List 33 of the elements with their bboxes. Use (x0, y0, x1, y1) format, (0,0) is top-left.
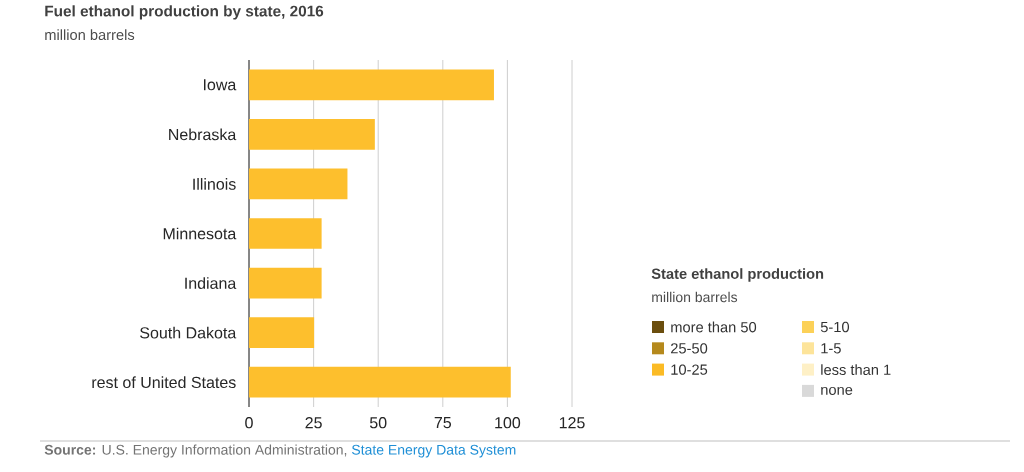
y-tick-label: Indiana (185, 277, 237, 289)
y-tick-label: South Dakota (140, 326, 237, 339)
y-tick-label: Minnesota (163, 227, 237, 240)
x-tick-label: 125 (559, 417, 585, 429)
y-tick-label: Illinois (193, 178, 236, 190)
x-tick-label: 100 (495, 417, 521, 429)
bar (249, 366, 511, 398)
x-tick-label: 50 (369, 417, 387, 429)
category-label: 10-25 (671, 364, 708, 375)
bar (249, 119, 375, 150)
bar (249, 317, 315, 349)
y-tick-label: Nebraska (169, 128, 237, 141)
category-label: less than 1 (821, 364, 891, 375)
text: million barrels (652, 291, 738, 303)
bar (249, 218, 322, 249)
text: State Energy Data System (351, 444, 516, 458)
bar (249, 267, 322, 299)
text: Source: U.S. Energy Information Administration, (44, 444, 347, 458)
y-tick-label: rest of United States (92, 376, 236, 389)
category-label: more than 50 (671, 321, 757, 333)
text: State ethanol production (651, 268, 824, 282)
bar (249, 69, 494, 101)
x-tick-label: 25 (305, 417, 322, 429)
category-label: 1-5 (821, 343, 841, 354)
x-tick-label: 75 (434, 417, 452, 429)
text: million barrels (45, 29, 135, 41)
y-tick-label: Iowa (203, 79, 237, 91)
category-label: 5-10 (820, 321, 850, 333)
bar (249, 168, 348, 200)
x-tick-label: 0 (245, 417, 253, 429)
category-label: 25-50 (671, 343, 708, 354)
category-label: none (821, 386, 853, 395)
chart-title: Fuel ethanol production by state, 2016 (45, 5, 324, 20)
